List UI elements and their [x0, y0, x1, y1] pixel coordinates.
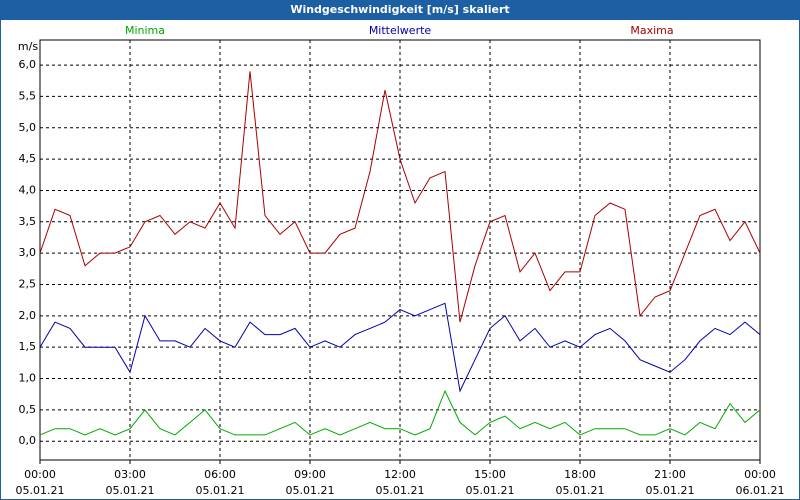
legend-label: Mittelwerte: [369, 24, 432, 37]
x-tick-date: 05.01.21: [106, 484, 155, 497]
x-tick-date: 05.01.21: [16, 484, 65, 497]
y-tick-label: 3,0: [19, 246, 37, 259]
x-tick-label: 00:00: [24, 468, 56, 481]
y-tick-label: 5,5: [19, 89, 37, 102]
x-tick-label: 00:00: [744, 468, 776, 481]
series-line: [39, 71, 761, 323]
x-tick-label: 06:00: [204, 468, 236, 481]
y-tick-label: 1,0: [19, 372, 37, 385]
x-tick-label: 12:00: [384, 468, 416, 481]
y-tick-label: 2,0: [19, 309, 37, 322]
x-tick-date: 05.01.21: [556, 484, 605, 497]
x-tick-label: 09:00: [294, 468, 326, 481]
x-tick-date: 06.01.21: [736, 484, 785, 497]
series-line: [39, 302, 761, 393]
x-tick-date: 05.01.21: [646, 484, 695, 497]
x-tick-label: 18:00: [564, 468, 596, 481]
y-axis-label: m/s: [18, 40, 38, 53]
y-tick-label: 2,5: [19, 277, 37, 290]
y-tick-label: 3,5: [19, 215, 37, 228]
legend-label: Minima: [125, 24, 165, 37]
y-tick-label: 1,5: [19, 340, 37, 353]
y-tick-label: 6,0: [19, 58, 37, 71]
x-tick-date: 05.01.21: [376, 484, 425, 497]
x-tick-date: 05.01.21: [196, 484, 245, 497]
x-tick-label: 15:00: [474, 468, 506, 481]
y-tick-label: 4,5: [19, 152, 37, 165]
title-bar: [0, 0, 800, 20]
x-tick-label: 03:00: [114, 468, 146, 481]
x-tick-date: 05.01.21: [466, 484, 515, 497]
x-tick-label: 21:00: [654, 468, 686, 481]
y-tick-label: 0,5: [19, 403, 37, 416]
x-tick-date: 05.01.21: [286, 484, 335, 497]
y-tick-label: 4,0: [19, 183, 37, 196]
legend-label: Maxima: [630, 24, 673, 37]
series-line: [39, 389, 761, 436]
y-tick-label: 5,0: [19, 121, 37, 134]
chart-title: Windgeschwindigkeit [m/s] skaliert: [290, 3, 509, 16]
y-tick-label: 0,0: [19, 434, 37, 447]
